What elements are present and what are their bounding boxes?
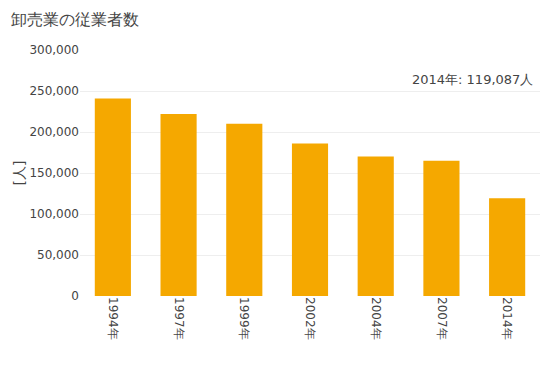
svg-text:250,000: 250,000 — [29, 84, 79, 98]
svg-text:150,000: 150,000 — [29, 166, 79, 180]
svg-text:1997年: 1997年 — [172, 297, 186, 340]
svg-text:2014年: 2014年 — [500, 297, 514, 340]
svg-text:200,000: 200,000 — [29, 125, 79, 139]
svg-text:1994年: 1994年 — [106, 297, 120, 340]
svg-text:2004年: 2004年 — [369, 297, 383, 340]
svg-text:2014年: 119,087人: 2014年: 119,087人 — [412, 72, 533, 87]
svg-text:2002年: 2002年 — [303, 297, 317, 340]
svg-text:2007年: 2007年 — [435, 297, 449, 340]
svg-text:卸売業の従業者数: 卸売業の従業者数 — [11, 10, 139, 29]
svg-text:0: 0 — [71, 289, 79, 303]
svg-text:50,000: 50,000 — [37, 248, 79, 262]
svg-text:300,000: 300,000 — [29, 43, 79, 57]
svg-text:[人]: [人] — [11, 161, 27, 186]
svg-text:100,000: 100,000 — [29, 207, 79, 221]
svg-text:1999年: 1999年 — [237, 297, 251, 340]
